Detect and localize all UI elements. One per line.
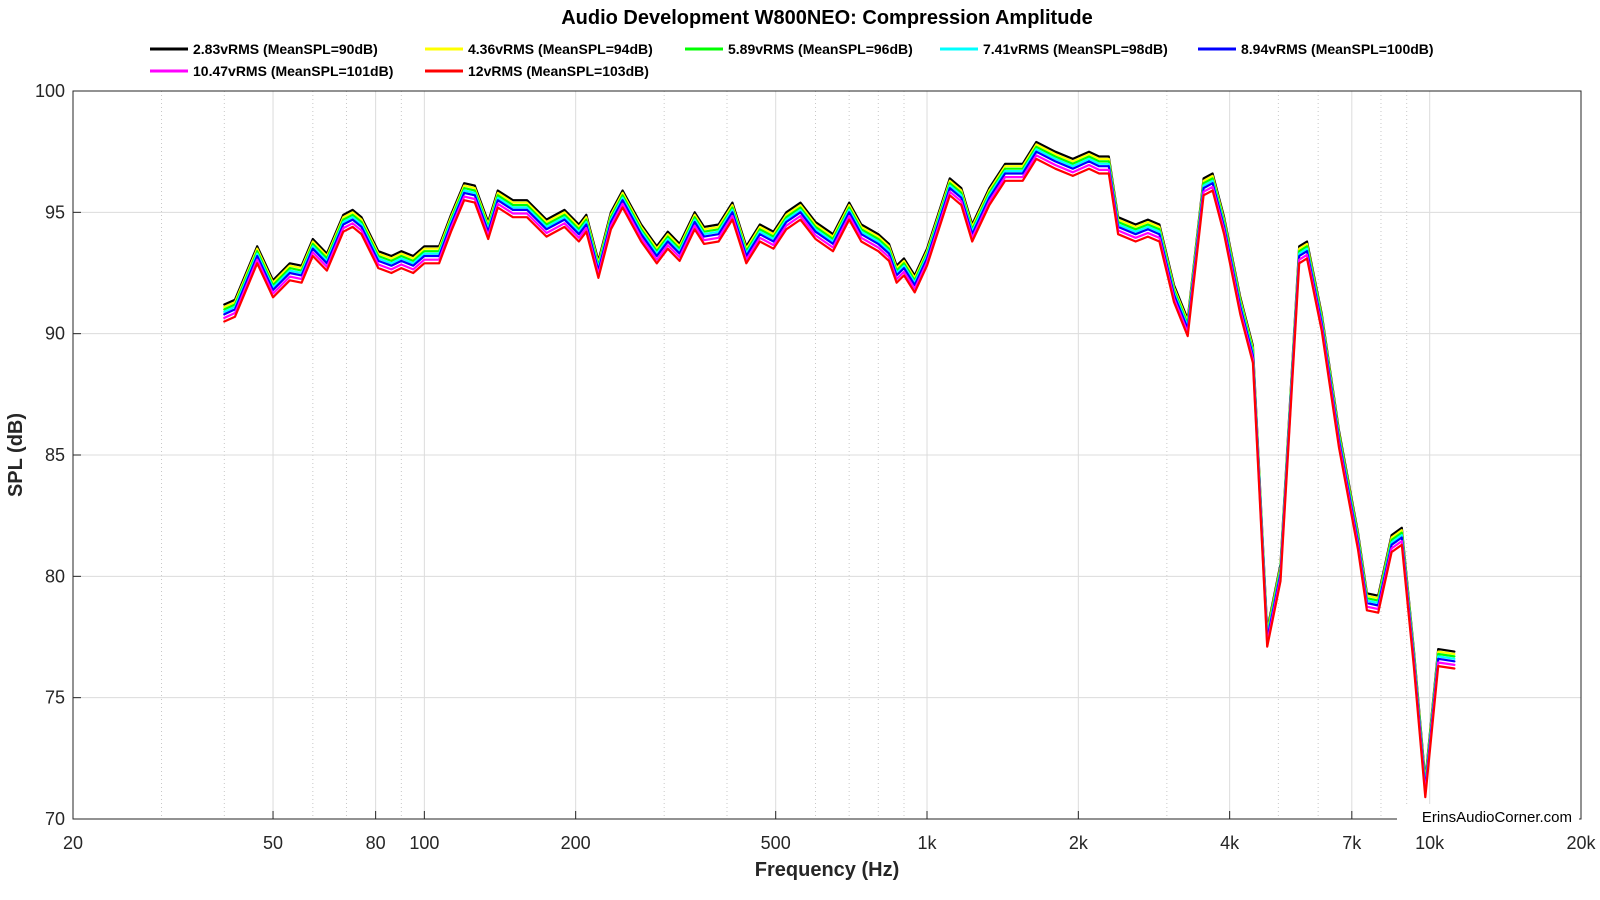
- x-tick-label: 1k: [918, 833, 938, 853]
- x-tick-label: 100: [409, 833, 439, 853]
- x-tick-label: 20k: [1566, 833, 1596, 853]
- y-tick-label: 85: [45, 445, 65, 465]
- y-tick-label: 95: [45, 202, 65, 222]
- x-axis-ticks: 20 50 80 100 200 500 1k 2k 4k 7k 10k 20k: [63, 811, 1597, 853]
- y-axis-label: SPL (dB): [5, 413, 27, 497]
- legend-label: 2.83vRMS (MeanSPL=90dB): [193, 41, 378, 57]
- legend: 2.83vRMS (MeanSPL=90dB) 4.36vRMS (MeanSPL…: [150, 41, 1434, 79]
- x-tick-label: 10k: [1415, 833, 1445, 853]
- y-tick-label: 80: [45, 566, 65, 586]
- x-axis-label: Frequency (Hz): [755, 859, 899, 881]
- y-tick-label: 90: [45, 324, 65, 344]
- series-layer: [223, 140, 1456, 799]
- x-tick-label: 80: [366, 833, 386, 853]
- y-axis-ticks: 70 75 80 85 90 95 100: [35, 81, 81, 829]
- y-tick-label: 70: [45, 809, 65, 829]
- legend-label: 10.47vRMS (MeanSPL=101dB): [193, 63, 393, 79]
- watermark-text: ErinsAudioCorner.com: [1422, 809, 1572, 826]
- series-line-7: [223, 157, 1456, 799]
- y-tick-label: 75: [45, 688, 65, 708]
- legend-label: 8.94vRMS (MeanSPL=100dB): [1241, 41, 1434, 57]
- x-tick-label: 4k: [1220, 833, 1240, 853]
- x-tick-label: 7k: [1342, 833, 1362, 853]
- watermark-background: [1397, 804, 1579, 828]
- legend-label: 7.41vRMS (MeanSPL=98dB): [983, 41, 1168, 57]
- x-tick-label: 50: [263, 833, 283, 853]
- legend-label: 5.89vRMS (MeanSPL=96dB): [728, 41, 913, 57]
- legend-label: 4.36vRMS (MeanSPL=94dB): [468, 41, 653, 57]
- legend-label: 12vRMS (MeanSPL=103dB): [468, 63, 649, 79]
- x-tick-label: 2k: [1069, 833, 1089, 853]
- y-tick-label: 100: [35, 81, 65, 101]
- x-tick-label: 200: [561, 833, 591, 853]
- x-tick-label: 20: [63, 833, 83, 853]
- x-tick-label: 500: [761, 833, 791, 853]
- chart-title: Audio Development W800NEO: Compression A…: [561, 7, 1093, 29]
